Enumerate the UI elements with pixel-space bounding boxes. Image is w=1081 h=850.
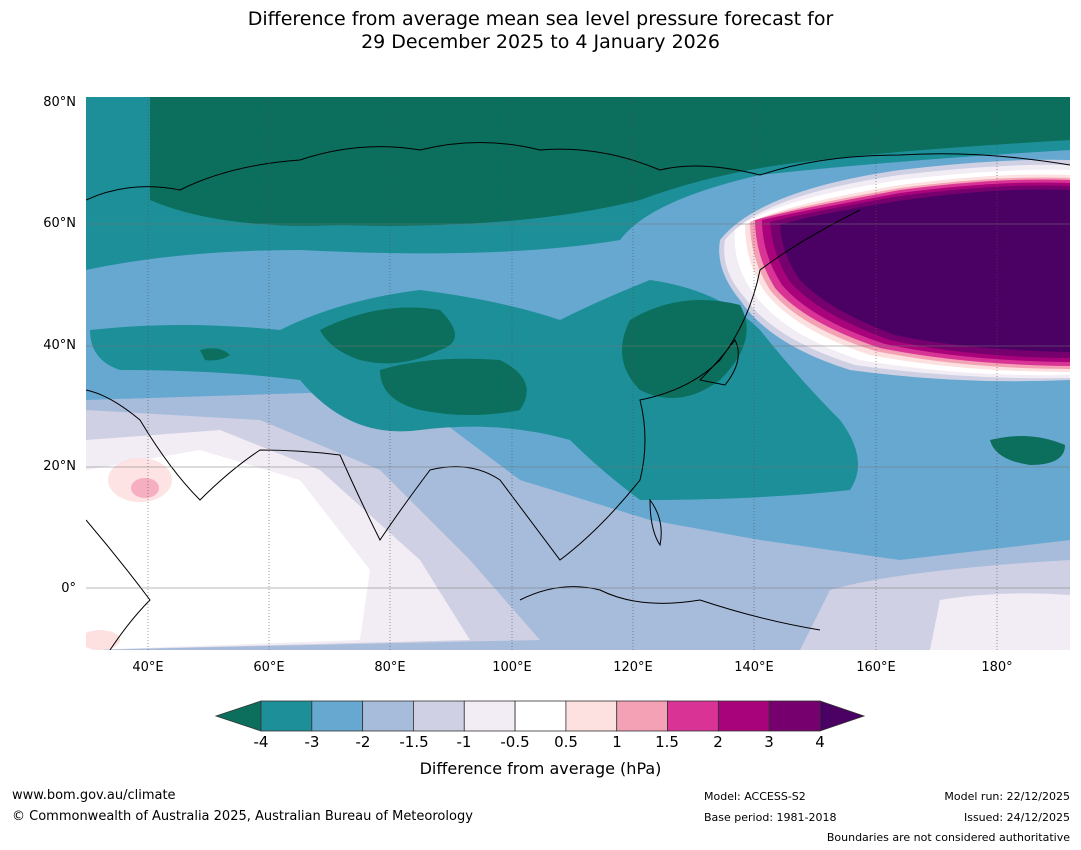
- colorbar-segment: [717, 700, 770, 732]
- title-line-2: 29 December 2025 to 4 January 2026: [361, 31, 720, 53]
- colorbar-tick-label: 0.5: [554, 733, 578, 751]
- colorbar-tick-label: -2: [355, 733, 371, 751]
- colorbar-tick-label: 3: [764, 733, 774, 751]
- colorbar-segment: [463, 700, 516, 732]
- lat-label-0: 0°: [61, 581, 76, 596]
- colorbar-tick-label: -1: [456, 733, 472, 751]
- colorbar-title: Difference from average (hPa): [419, 759, 662, 778]
- colorbar-tick-label: -3: [304, 733, 320, 751]
- colorbar-min-extension: [214, 700, 262, 732]
- colorbar: [214, 700, 866, 732]
- lat-label-20n: 20°N: [43, 459, 76, 474]
- colorbar-segment: [311, 700, 364, 732]
- lon-label-100e: 100°E: [492, 660, 532, 675]
- colorbar-segment: [260, 700, 313, 732]
- pressure-anomaly-field: [86, 97, 1070, 650]
- base-period-text: Base period: 1981-2018: [704, 811, 837, 824]
- colorbar-segment: [616, 700, 668, 732]
- lon-label-160e: 160°E: [856, 660, 896, 675]
- lat-label-60n: 60°N: [43, 216, 76, 231]
- lon-label-180: 180°: [981, 660, 1013, 675]
- copyright-text: © Commonwealth of Australia 2025, Austra…: [12, 809, 473, 824]
- lon-label-80e: 80°E: [374, 660, 406, 675]
- colorbar-segment: [514, 700, 567, 732]
- issued-text: Issued: 24/12/2025: [963, 811, 1070, 824]
- model-text: Model: ACCESS-S2: [704, 790, 806, 803]
- lon-label-140e: 140°E: [734, 660, 774, 675]
- colorbar-tick-label: -4: [253, 733, 269, 751]
- colorbar-segment: [565, 700, 618, 732]
- colorbar-segment: [768, 700, 821, 732]
- colorbar-tick-label: -1.5: [399, 733, 429, 751]
- lat-label-80n: 80°N: [43, 95, 76, 110]
- colorbar-segment: [413, 700, 465, 732]
- lat-label-40n: 40°N: [43, 338, 76, 353]
- graticule: [147, 97, 998, 650]
- website-link[interactable]: www.bom.gov.au/climate: [12, 788, 176, 803]
- chart-title: Difference from average mean sea level p…: [0, 8, 1081, 54]
- colorbar-segment: [667, 700, 719, 732]
- model-run-text: Model run: 22/12/2025: [944, 790, 1070, 803]
- colorbar-tick-label: 1.5: [655, 733, 679, 751]
- colorbar-max-extension: [819, 700, 866, 732]
- title-line-1: Difference from average mean sea level p…: [247, 8, 834, 30]
- colorbar-tick-label: 1: [612, 733, 622, 751]
- lon-label-40e: 40°E: [132, 660, 164, 675]
- lon-label-60e: 60°E: [253, 660, 285, 675]
- colorbar-segment: [362, 700, 414, 732]
- lon-label-120e: 120°E: [613, 660, 653, 675]
- colorbar-tick-label: -0.5: [500, 733, 530, 751]
- boundaries-disclaimer: Boundaries are not considered authoritat…: [826, 831, 1070, 844]
- colorbar-tick-label: 2: [713, 733, 723, 751]
- colorbar-tick-label: 4: [815, 733, 825, 751]
